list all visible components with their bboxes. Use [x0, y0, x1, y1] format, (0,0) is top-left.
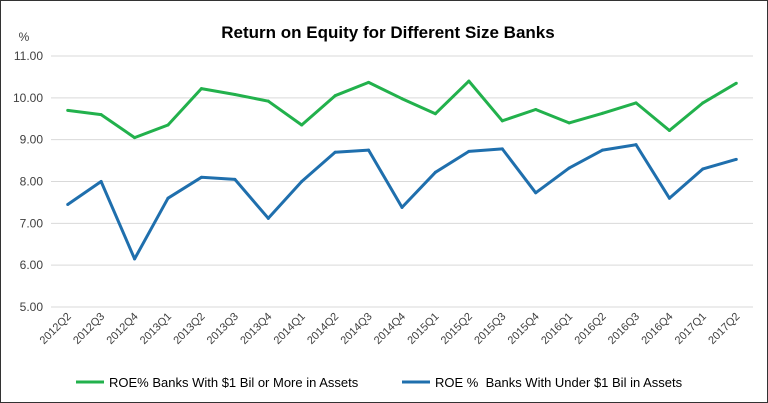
x-tick-label: 2012Q4: [105, 311, 141, 347]
data-point: [500, 119, 504, 123]
x-tick-label: 2012Q2: [38, 311, 74, 347]
legend: ROE% Banks With $1 Bil or More in Assets…: [76, 375, 683, 390]
data-point: [634, 101, 638, 105]
data-point: [133, 136, 137, 140]
data-point: [199, 87, 203, 91]
x-tick-label: 2013Q2: [171, 311, 207, 347]
data-point: [534, 191, 538, 195]
x-tick-label: 2014Q3: [339, 311, 375, 347]
x-tick-label: 2013Q3: [205, 311, 241, 347]
data-point: [266, 216, 270, 220]
data-point: [734, 157, 738, 161]
x-tick-label: 2017Q2: [706, 311, 742, 347]
data-point: [667, 128, 671, 132]
series-line-large-banks: [67, 79, 738, 140]
data-point: [99, 113, 103, 117]
data-point: [233, 92, 237, 96]
data-point: [300, 123, 304, 127]
x-tick-label: 2012Q3: [71, 311, 107, 347]
data-point: [300, 180, 304, 183]
x-tick-label: 2015Q1: [405, 311, 441, 347]
data-point: [400, 97, 404, 101]
data-point: [367, 148, 371, 152]
y-tick-label: 9.00: [20, 133, 44, 147]
data-point: [199, 175, 203, 179]
x-tick-label: 2017Q1: [673, 311, 709, 347]
data-point: [567, 121, 571, 125]
y-axis-ticks: 5.00 6.00 7.00 8.00 9.00 10.00 11.00: [13, 49, 43, 314]
data-point: [601, 111, 605, 115]
data-point: [333, 94, 337, 98]
series-lines: [66, 79, 738, 261]
data-point: [433, 112, 437, 116]
x-tick-label: 2014Q1: [272, 311, 308, 347]
chart-title: Return on Equity for Different Size Bank…: [221, 23, 554, 42]
data-point: [701, 167, 705, 171]
data-point: [734, 81, 738, 85]
data-point: [500, 147, 504, 151]
data-point: [99, 180, 103, 183]
x-tick-label: 2016Q3: [606, 311, 642, 347]
x-tick-label: 2016Q4: [639, 311, 675, 347]
x-tick-label: 2016Q1: [539, 311, 575, 347]
data-point: [367, 80, 371, 84]
data-point: [400, 205, 404, 209]
data-point: [667, 196, 671, 200]
legend-label-small-banks: ROE % Banks With Under $1 Bil in Assets: [435, 375, 683, 390]
x-tick-label: 2015Q3: [472, 311, 508, 347]
y-axis-unit-label: %: [19, 30, 30, 44]
y-tick-label: 10.00: [13, 91, 43, 105]
x-tick-label: 2015Q2: [439, 311, 475, 347]
y-tick-label: 7.00: [20, 216, 44, 230]
data-point: [133, 257, 137, 261]
data-point: [534, 108, 538, 112]
data-point: [467, 149, 471, 153]
x-tick-label: 2014Q2: [305, 311, 341, 347]
data-point: [66, 108, 70, 112]
x-tick-label: 2013Q4: [238, 311, 274, 347]
data-point: [233, 177, 237, 181]
y-tick-label: 5.00: [20, 300, 44, 314]
data-point: [634, 143, 638, 147]
x-tick-label: 2015Q4: [506, 311, 542, 347]
series-line-small-banks: [66, 143, 737, 261]
x-tick-label: 2014Q4: [372, 311, 408, 347]
data-point: [66, 203, 70, 207]
data-point: [166, 196, 170, 200]
data-point: [467, 79, 471, 83]
x-tick-label: 2016Q2: [573, 311, 609, 347]
data-point: [701, 101, 705, 105]
data-point: [333, 150, 337, 154]
x-tick-label: 2013Q1: [138, 311, 174, 347]
data-point: [266, 99, 270, 103]
data-point: [166, 123, 170, 127]
y-tick-label: 8.00: [20, 175, 44, 189]
data-point: [601, 148, 605, 152]
y-tick-label: 11.00: [14, 49, 43, 63]
legend-label-large-banks: ROE% Banks With $1 Bil or More in Assets: [109, 375, 359, 390]
data-point: [433, 170, 437, 174]
x-axis-ticks: 2012Q22012Q32012Q42013Q12013Q22013Q32013…: [38, 311, 743, 347]
data-point: [567, 166, 571, 170]
y-tick-label: 6.00: [20, 258, 44, 272]
gridlines: [51, 55, 753, 308]
